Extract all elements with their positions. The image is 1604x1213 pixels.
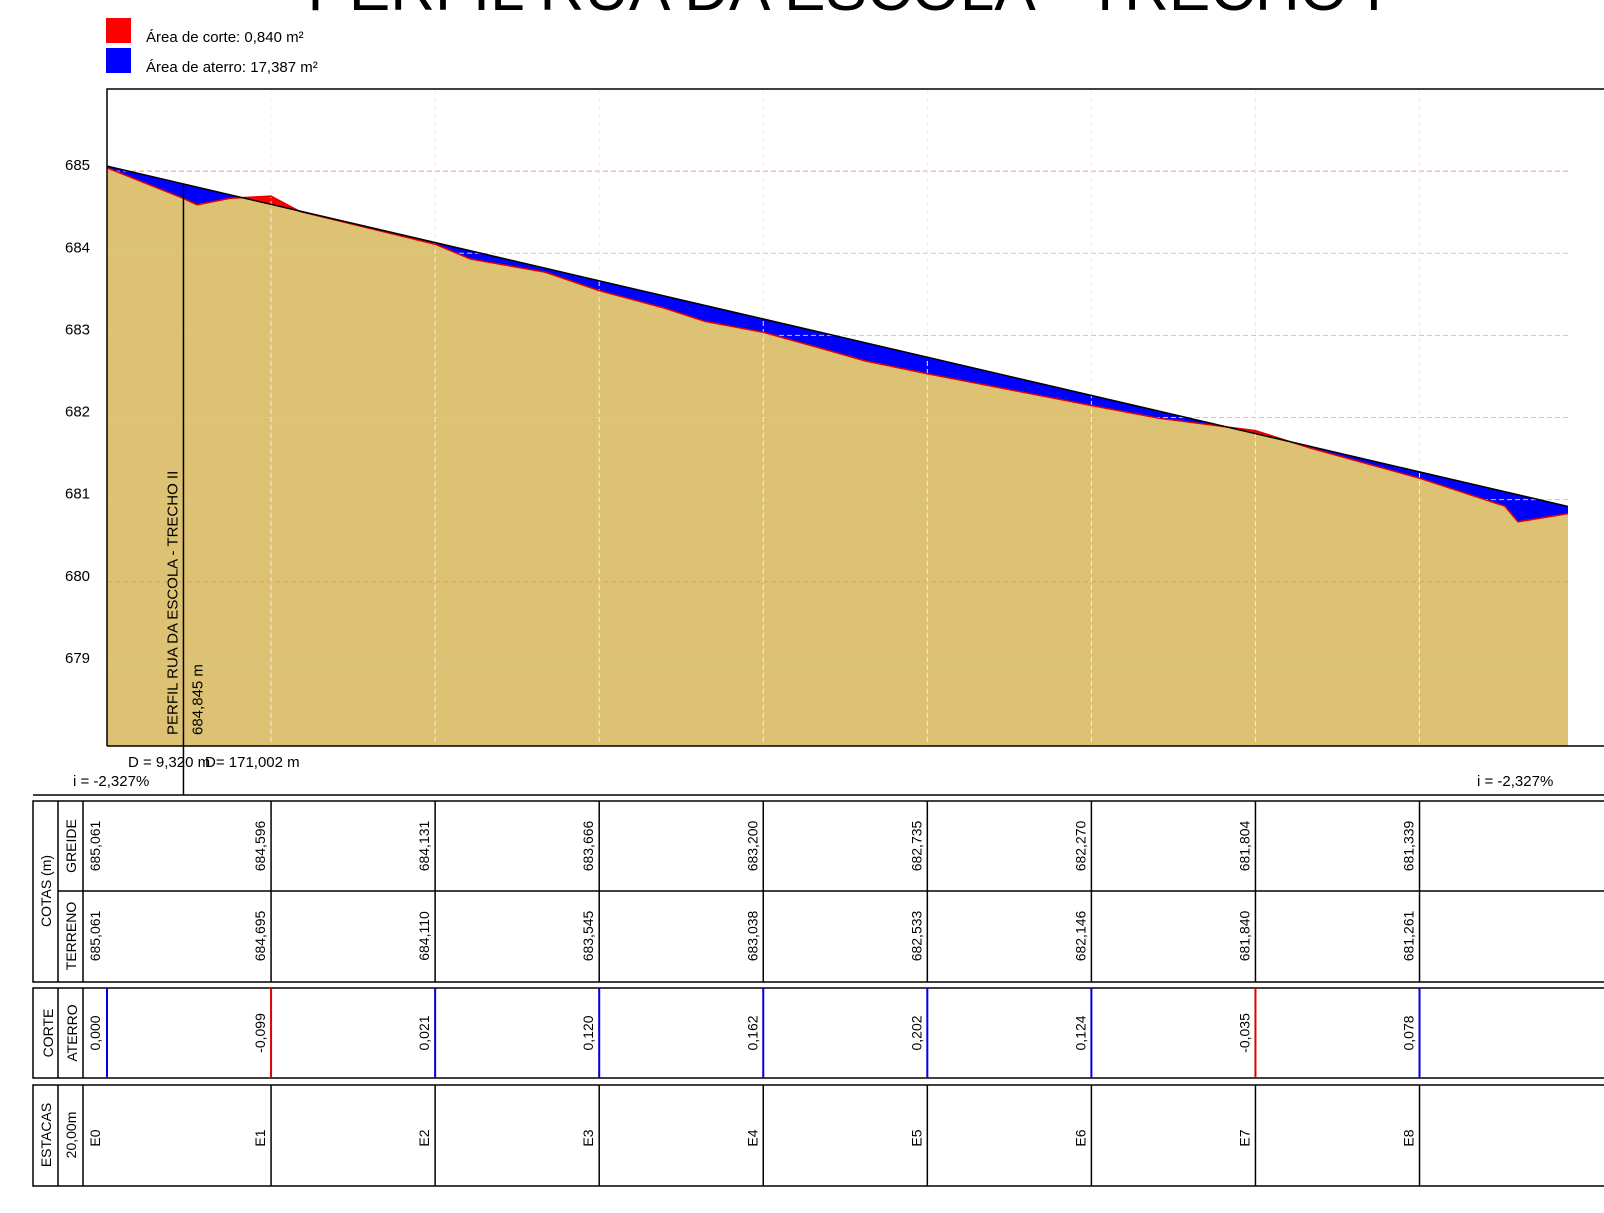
station-name: E5 bbox=[908, 1129, 924, 1146]
marker-label: PERFIL RUA DA ESCOLA - TRECHO II bbox=[164, 471, 181, 735]
table-block bbox=[32, 800, 1604, 983]
slope-label: i = -2,327% bbox=[73, 773, 149, 790]
table: COTAS (m) GREIDE TERRENO CORTE ATERRO ESTACAS… bbox=[32, 800, 1604, 1187]
terreno-value: 682,146 bbox=[1072, 910, 1088, 961]
diff-value: 0,078 bbox=[1401, 1015, 1417, 1050]
terreno-value: 681,840 bbox=[1236, 910, 1252, 961]
greide-value: 682,735 bbox=[908, 820, 924, 871]
diff-value: 0,021 bbox=[416, 1015, 432, 1050]
station-name: E6 bbox=[1072, 1129, 1088, 1146]
station-name: E0 bbox=[87, 1129, 103, 1146]
legend-swatch bbox=[106, 18, 131, 43]
table-block bbox=[32, 987, 1604, 1079]
header: CORTE bbox=[40, 1009, 56, 1058]
station-name: E1 bbox=[252, 1129, 268, 1146]
terreno-value: 684,110 bbox=[416, 911, 432, 961]
header: 20,00m bbox=[63, 1112, 79, 1159]
header: COTAS (m) bbox=[38, 855, 54, 927]
header: TERRENO bbox=[63, 902, 79, 971]
grade-line bbox=[106, 165, 1569, 508]
plot: Área de corte: 0,840 m² Área de aterro: 1… bbox=[33, 18, 1604, 796]
plot-frame bbox=[106, 88, 1604, 746]
station-name: E4 bbox=[744, 1129, 760, 1146]
diff-value: 0,162 bbox=[744, 1015, 760, 1050]
greide-value: 682,270 bbox=[1072, 820, 1088, 871]
terreno-value: 682,533 bbox=[908, 910, 924, 961]
slope-label: i = -2,327% bbox=[1477, 773, 1553, 790]
terreno-value: 683,545 bbox=[580, 910, 596, 961]
greide-value: 683,200 bbox=[744, 820, 760, 871]
station-name: E7 bbox=[1236, 1129, 1252, 1146]
greide-value: 681,339 bbox=[1401, 820, 1417, 871]
station-name: E3 bbox=[580, 1129, 596, 1146]
header: ESTACAS bbox=[38, 1103, 54, 1167]
y-tick-label: 682 bbox=[65, 404, 90, 421]
diff-value: 0,202 bbox=[908, 1015, 924, 1050]
diff-value: 0,120 bbox=[580, 1015, 596, 1050]
diff-value: -0,099 bbox=[252, 1013, 268, 1053]
greide-value: 684,131 bbox=[416, 820, 432, 871]
legend-label: Área de aterro: 17,387 m² bbox=[146, 59, 318, 76]
y-tick-label: 681 bbox=[65, 486, 90, 503]
y-tick-label: 684 bbox=[65, 239, 90, 256]
marker-elevation: 684,845 m bbox=[189, 664, 206, 735]
station-name: E8 bbox=[1401, 1129, 1417, 1146]
header: ATERRO bbox=[64, 1004, 80, 1061]
greide-value: 683,666 bbox=[580, 820, 596, 871]
total-distance: D= 171,002 m bbox=[205, 754, 300, 771]
greide-value: 685,061 bbox=[87, 820, 103, 871]
y-tick-label: 685 bbox=[65, 157, 90, 174]
table-block bbox=[32, 1084, 1604, 1187]
title: PERFIL RUA DA ESCOLA - TRECHO I bbox=[308, 0, 1383, 24]
terreno-value: 683,038 bbox=[744, 910, 760, 961]
distance-label: D = 9,320 m bbox=[128, 754, 210, 771]
diff-value: 0,000 bbox=[87, 1015, 103, 1050]
terrain-area bbox=[107, 167, 1568, 746]
terreno-value: 685,061 bbox=[87, 910, 103, 961]
y-tick-label: 680 bbox=[65, 568, 90, 585]
greide-value: 681,804 bbox=[1236, 820, 1252, 871]
terreno-value: 681,261 bbox=[1401, 910, 1417, 961]
terrain-line bbox=[106, 167, 1569, 523]
legend-label: Área de corte: 0,840 m² bbox=[146, 29, 304, 46]
y-tick-label: 683 bbox=[65, 321, 90, 338]
legend-swatch bbox=[106, 48, 131, 73]
terreno-value: 684,695 bbox=[252, 910, 268, 961]
station-name: E2 bbox=[416, 1129, 432, 1146]
diff-value: 0,124 bbox=[1072, 1015, 1088, 1050]
greide-value: 684,596 bbox=[252, 820, 268, 871]
diff-value: -0,035 bbox=[1236, 1013, 1252, 1053]
header: GREIDE bbox=[63, 819, 79, 873]
y-tick-label: 679 bbox=[65, 650, 90, 667]
